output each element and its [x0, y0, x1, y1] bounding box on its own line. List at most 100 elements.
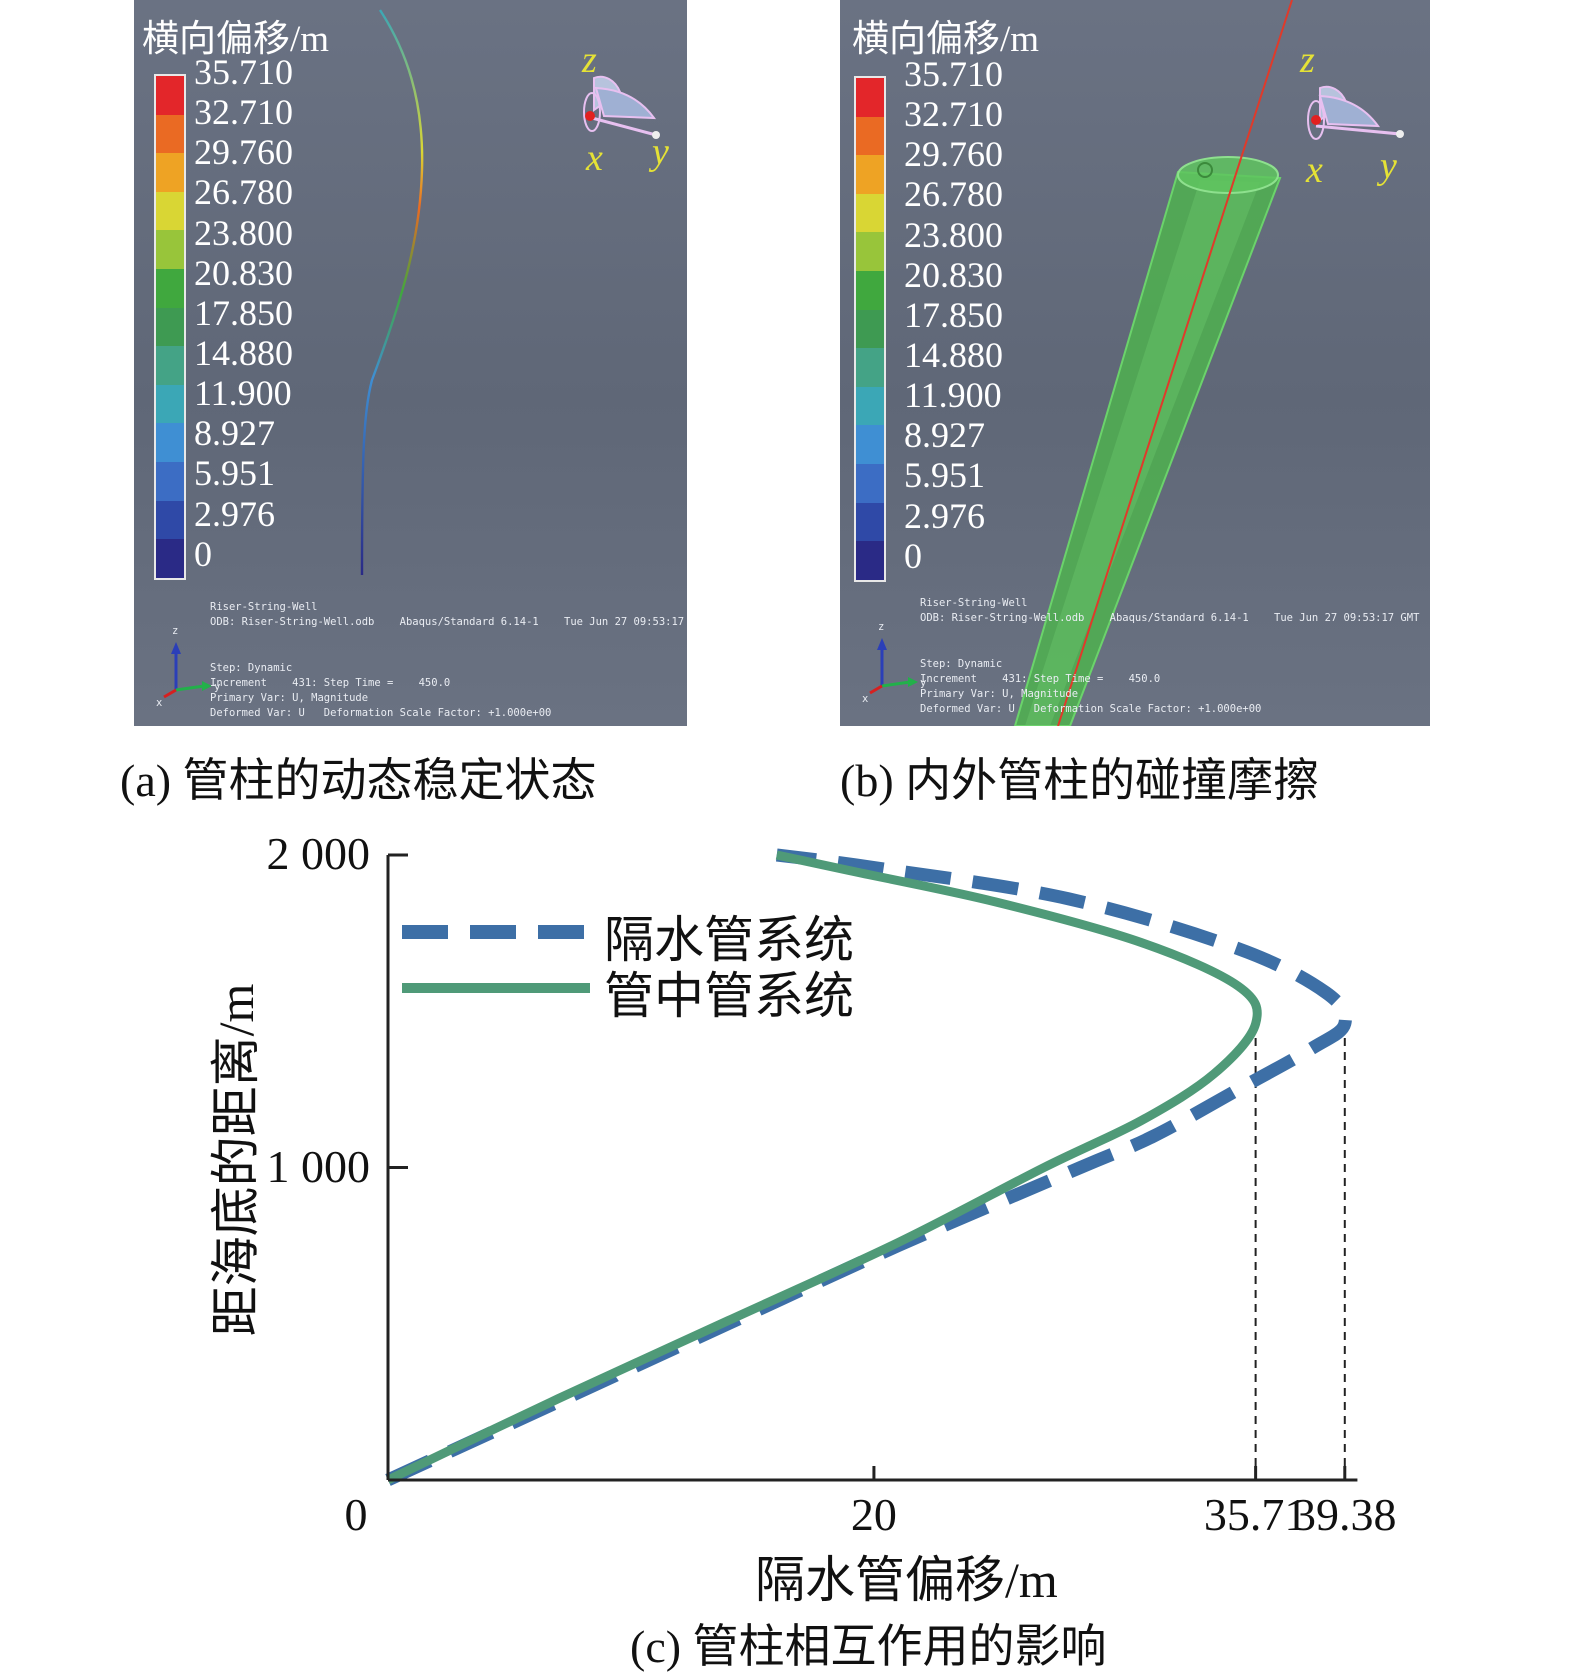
legend-value-label: 11.900 [904, 375, 1002, 416]
mini-axis-icon [869, 638, 918, 695]
legend-swatch [856, 270, 884, 310]
legend-value-label: 17.850 [904, 294, 1003, 335]
increment-text: Increment 431: Step Time = 450.0 [210, 677, 451, 689]
legend-title: 横向偏移/m [852, 19, 1040, 60]
legend-value-label: 23.800 [904, 214, 1003, 255]
legend-swatch [156, 76, 184, 115]
step-text: Step: Dynamic [920, 658, 1003, 670]
legend-value-label: 14.880 [904, 335, 1003, 375]
legend-value-label: 35.710 [194, 52, 293, 92]
riser-curve [360, 9, 424, 576]
x-tick-label: 0 [344, 1489, 368, 1540]
orientation-triad-icon [1307, 85, 1404, 140]
legend-title: 横向偏移/m [142, 19, 330, 60]
primary-var-text: Primary Var: U, Magnitude [210, 692, 369, 704]
triad-x-label: x [586, 137, 603, 179]
legend-swatch [856, 193, 884, 233]
legend-color-bar [854, 76, 886, 582]
inner-pipe-line [1057, 0, 1293, 726]
legend-swatch [856, 386, 884, 426]
legend-swatch [856, 309, 884, 349]
legend-value-label: 2.976 [904, 495, 985, 536]
legend-swatch [156, 191, 184, 231]
legend-swatch [156, 230, 184, 269]
legend-swatch [856, 232, 884, 271]
legend-value-label: 29.760 [194, 132, 293, 173]
mini-axis-z-label: z [172, 625, 179, 637]
series-line-riser [385, 848, 1352, 1486]
legend-value-label: 5.951 [194, 453, 275, 494]
legend-value-label: 17.850 [194, 292, 293, 333]
x-tick-label: 39.38 [1293, 1489, 1397, 1540]
primary-var-text: Primary Var: U, Magnitude [920, 688, 1079, 700]
mini-axis-x-label: x [156, 697, 163, 709]
legend-swatch [156, 153, 184, 192]
legend-swatch [856, 425, 884, 464]
legend-entry-label: 隔水管系统 [604, 912, 854, 968]
legend-swatch [856, 502, 884, 542]
legend-value-label: 0 [904, 535, 922, 576]
mini-axis-z-label: z [878, 621, 885, 633]
legend-value-label: 8.927 [194, 413, 275, 454]
legend-value-label: 20.830 [904, 254, 1003, 295]
legend-entry-label: 管中管系统 [604, 968, 854, 1024]
x-axis-label: 隔水管偏移/m [755, 1552, 1058, 1608]
legend-swatch [156, 539, 184, 578]
panel-a-simulation: 横向偏移/m 35.710 32.710 29.760 26.780 23.800 20.… [134, 0, 687, 726]
legend-swatch [156, 423, 184, 462]
triad-y-label: y [652, 131, 669, 173]
mini-axis-x-label: x [862, 693, 869, 705]
odb-info-text: ODB: Riser-String-Well.odb Abaqus/Standa… [920, 612, 1420, 624]
legend-swatch [156, 307, 184, 347]
x-tick-label: 35.71 [1203, 1489, 1308, 1540]
legend-value-label: 32.710 [194, 92, 293, 133]
legend-value-label: 23.800 [194, 212, 293, 253]
y-tick-label: 2 000 [266, 828, 371, 879]
legend-value-label: 5.951 [904, 455, 985, 496]
legend-swatch [856, 116, 884, 156]
legend-value-label: 14.880 [194, 333, 293, 373]
triad-z-label: z [1300, 39, 1315, 81]
odb-info-text: ODB: Riser-String-Well.odb Abaqus/Standa… [210, 616, 687, 628]
legend-value-label: 20.830 [194, 252, 293, 293]
step-text: Step: Dynamic [210, 662, 293, 674]
x-tick-label: 20 [850, 1489, 897, 1540]
y-axis-label: 距海底的距离/m [208, 983, 264, 1337]
deformed-var-text: Deformed Var: U Deformation Scale Factor… [920, 703, 1262, 715]
model-name-text: Riser-String-Well [920, 597, 1028, 609]
legend-swatch [156, 114, 184, 154]
legend-color-bar [154, 74, 186, 580]
caption-b: (b) 内外管柱的碰撞摩擦 [840, 755, 1320, 806]
legend-value-label: 26.780 [194, 172, 293, 213]
legend-swatch [856, 463, 884, 503]
legend-swatch [156, 461, 184, 501]
legend-value-label: 11.900 [194, 373, 292, 414]
increment-text: Increment 431: Step Time = 450.0 [920, 673, 1161, 685]
mini-axis-y-label: y [920, 677, 927, 689]
orientation-triad-icon [583, 75, 660, 139]
legend-swatch [156, 500, 184, 540]
legend-value-label: 35.710 [904, 54, 1003, 94]
mini-axis-icon [163, 642, 212, 699]
mini-axis-y-label: y [214, 681, 221, 693]
legend-swatch [156, 268, 184, 308]
riser-curve-view [163, 9, 660, 699]
legend-value-label: 29.760 [904, 134, 1003, 175]
legend-value-label: 32.710 [904, 94, 1003, 135]
triad-z-label: z [582, 39, 597, 81]
legend-value-label: 0 [194, 533, 212, 574]
legend-value-label: 26.780 [904, 174, 1003, 215]
caption-a: (a) 管柱的动态稳定状态 [120, 755, 597, 806]
deformed-var-text: Deformed Var: U Deformation Scale Factor… [210, 707, 552, 719]
legend-swatch [856, 78, 884, 117]
outer-pipe-top [1177, 156, 1279, 194]
model-name-text: Riser-String-Well [210, 601, 318, 613]
legend-swatch [156, 346, 184, 385]
panel-b-simulation: 横向偏移/m 35.710 32.710 29.760 26.780 23.800 20.… [840, 0, 1430, 726]
triad-y-label: y [1380, 145, 1397, 187]
legend-swatch [856, 155, 884, 194]
triad-x-label: x [1306, 149, 1323, 191]
legend-value-label: 8.927 [904, 415, 985, 456]
caption-c: (c) 管柱相互作用的影响 [630, 1621, 1107, 1672]
